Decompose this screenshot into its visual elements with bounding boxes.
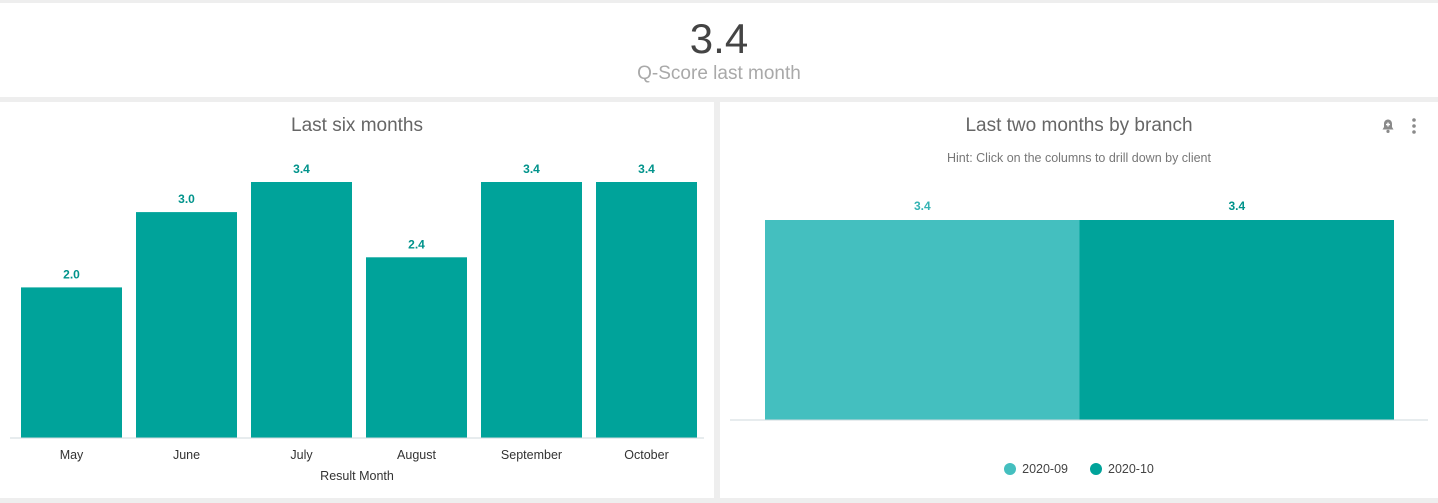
bar-value-label: 3.4 xyxy=(914,199,931,213)
x-tick-label: July xyxy=(290,448,313,462)
bar-value-label: 3.4 xyxy=(638,162,655,176)
bar-september[interactable] xyxy=(481,182,582,438)
legend-label: 2020-10 xyxy=(1108,462,1154,476)
x-axis-title: Result Month xyxy=(320,469,394,483)
bar-2020-10[interactable] xyxy=(1079,220,1395,420)
bar-june[interactable] xyxy=(136,212,237,438)
kebab-menu-icon[interactable] xyxy=(1404,116,1424,136)
kpi-value: 3.4 xyxy=(689,15,749,62)
x-tick-label: May xyxy=(60,448,84,462)
bar-value-label: 2.4 xyxy=(408,237,425,251)
x-tick-label: June xyxy=(173,448,200,462)
bell-icon[interactable] xyxy=(1378,116,1398,136)
bar-august[interactable] xyxy=(366,257,467,438)
branch-title: Last two months by branch xyxy=(965,115,1193,136)
kpi-panel: 3.4 Q-Score last month xyxy=(0,3,1438,97)
bar-may[interactable] xyxy=(21,287,122,438)
x-tick-label: September xyxy=(501,448,562,462)
bar-october[interactable] xyxy=(596,182,697,438)
kpi-label: Q-Score last month xyxy=(637,63,801,84)
bar-value-label: 3.4 xyxy=(293,162,310,176)
legend-marker-icon xyxy=(1090,463,1102,475)
x-tick-label: October xyxy=(624,448,668,462)
legend-item-2020-09[interactable]: 2020-09 xyxy=(1004,462,1068,476)
six-months-chart: 2.0 May 3.0 June 3.4 July 2.4 August 3.4 Septembe… xyxy=(10,162,704,483)
bar-value-label: 2.0 xyxy=(63,267,80,281)
legend-label: 2020-09 xyxy=(1022,462,1068,476)
six-months-panel: Last six months 2.0 May 3.0 June 3.4 July 2.4 A… xyxy=(0,102,714,498)
drilldown-hint: Hint: Click on the columns to drill down… xyxy=(946,151,1211,165)
six-months-title: Last six months xyxy=(291,115,423,136)
bar-value-label: 3.4 xyxy=(1228,199,1245,213)
legend-marker-icon xyxy=(1004,463,1017,475)
bar-value-label: 3.0 xyxy=(178,192,195,206)
branch-panel: Last two months by branch Hint: Click on… xyxy=(720,102,1438,498)
x-tick-label: August xyxy=(397,448,436,462)
bar-july[interactable] xyxy=(251,182,352,438)
branch-chart: 3.4 3.4 xyxy=(730,199,1428,421)
legend-item-2020-10[interactable]: 2020-10 xyxy=(1090,462,1154,476)
bar-2020-09[interactable] xyxy=(765,220,1080,420)
bar-value-label: 3.4 xyxy=(523,162,540,176)
branch-legend: 2020-09 2020-10 xyxy=(720,462,1438,476)
